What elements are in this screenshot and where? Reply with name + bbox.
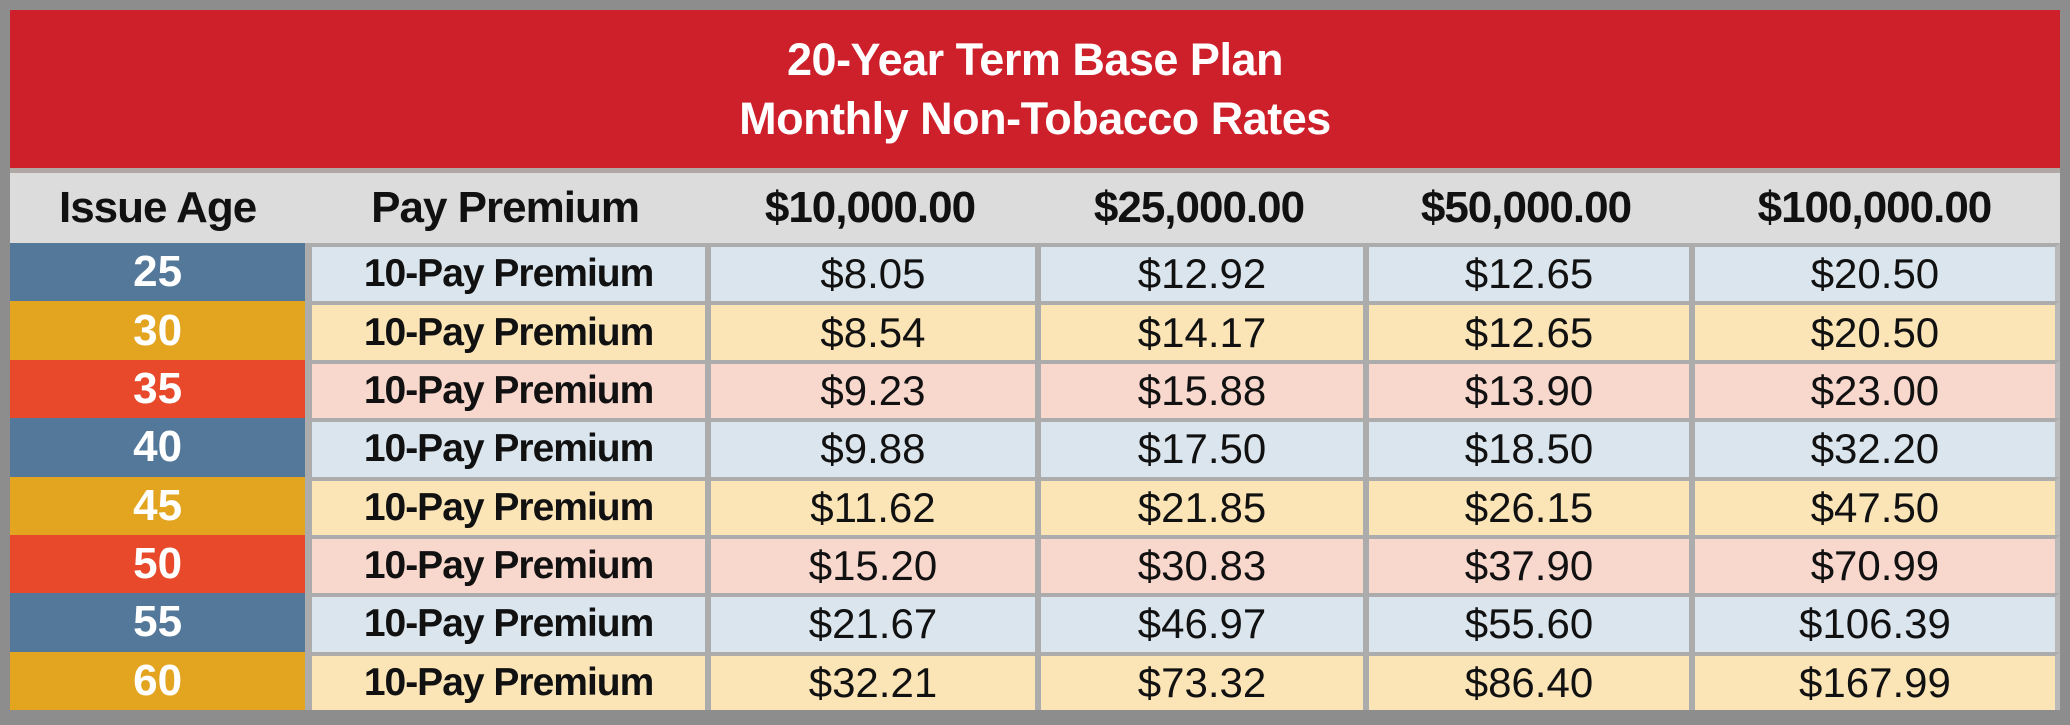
premium-type-cell: 10-Pay Premium xyxy=(305,243,705,302)
rate-cell: $30.83 xyxy=(1034,534,1363,594)
rate-cell: $23.00 xyxy=(1688,359,2060,419)
rate-cell: $55.60 xyxy=(1362,593,1689,652)
rate-cell: $167.99 xyxy=(1688,651,2060,710)
rate-cell: $70.99 xyxy=(1688,534,2060,594)
rate-cell: $73.32 xyxy=(1034,651,1363,710)
rate-cell: $13.90 xyxy=(1362,359,1689,419)
issue-age-cell: 30 xyxy=(10,301,306,360)
rate-cell: $20.50 xyxy=(1688,243,2060,302)
premium-type-cell: 10-Pay Premium xyxy=(305,476,705,535)
premium-type-cell: 10-Pay Premium xyxy=(305,418,705,477)
rate-cell: $9.23 xyxy=(704,359,1035,419)
rate-cell: $37.90 xyxy=(1362,534,1689,594)
rate-cell: $47.50 xyxy=(1688,476,2060,535)
rate-cell: $12.92 xyxy=(1034,243,1363,302)
column-header-issue-age: Issue Age xyxy=(10,173,306,243)
rate-cell: $86.40 xyxy=(1362,651,1689,710)
rate-cell: $106.39 xyxy=(1688,593,2060,652)
column-header-pay-premium: Pay Premium xyxy=(305,173,705,243)
rate-cell: $21.85 xyxy=(1034,476,1363,535)
rate-cell: $21.67 xyxy=(704,593,1035,652)
issue-age-cell: 40 xyxy=(10,418,306,477)
table-title-line1: 20-Year Term Base Plan xyxy=(787,33,1283,85)
issue-age-cell: 50 xyxy=(10,534,306,594)
rate-cell: $32.20 xyxy=(1688,418,2060,477)
rate-table: Issue Age Pay Premium $10,000.00 $25,000… xyxy=(10,168,2060,710)
column-header-25000: $25,000.00 xyxy=(1034,173,1363,243)
rate-cell: $17.50 xyxy=(1034,418,1363,477)
premium-type-cell: 10-Pay Premium xyxy=(305,534,705,594)
rate-cell: $46.97 xyxy=(1034,593,1363,652)
issue-age-cell: 60 xyxy=(10,651,306,710)
issue-age-cell: 35 xyxy=(10,359,306,419)
table-title-line2: Monthly Non-Tobacco Rates xyxy=(739,93,1331,144)
rate-cell: $32.21 xyxy=(704,651,1035,710)
rate-cell: $8.05 xyxy=(704,243,1035,302)
rate-cell: $18.50 xyxy=(1362,418,1689,477)
rate-cell: $20.50 xyxy=(1688,301,2060,360)
issue-age-cell: 45 xyxy=(10,476,306,535)
rate-cell: $26.15 xyxy=(1362,476,1689,535)
premium-type-cell: 10-Pay Premium xyxy=(305,593,705,652)
premium-type-cell: 10-Pay Premium xyxy=(305,301,705,360)
title-banner: 20-Year Term Base Plan Monthly Non-Tobac… xyxy=(10,10,2060,168)
rate-cell: $12.65 xyxy=(1362,243,1689,302)
rate-cell: $9.88 xyxy=(704,418,1035,477)
rate-cell: $8.54 xyxy=(704,301,1035,360)
issue-age-cell: 25 xyxy=(10,243,306,302)
rate-cell: $15.20 xyxy=(704,534,1035,594)
column-header-50000: $50,000.00 xyxy=(1362,173,1689,243)
rate-cell: $11.62 xyxy=(704,476,1035,535)
column-header-10000: $10,000.00 xyxy=(704,173,1035,243)
rate-cell: $14.17 xyxy=(1034,301,1363,360)
issue-age-cell: 55 xyxy=(10,593,306,652)
premium-type-cell: 10-Pay Premium xyxy=(305,651,705,710)
rate-cell: $15.88 xyxy=(1034,359,1363,419)
rate-cell: $12.65 xyxy=(1362,301,1689,360)
column-header-100000: $100,000.00 xyxy=(1688,173,2060,243)
premium-type-cell: 10-Pay Premium xyxy=(305,359,705,419)
